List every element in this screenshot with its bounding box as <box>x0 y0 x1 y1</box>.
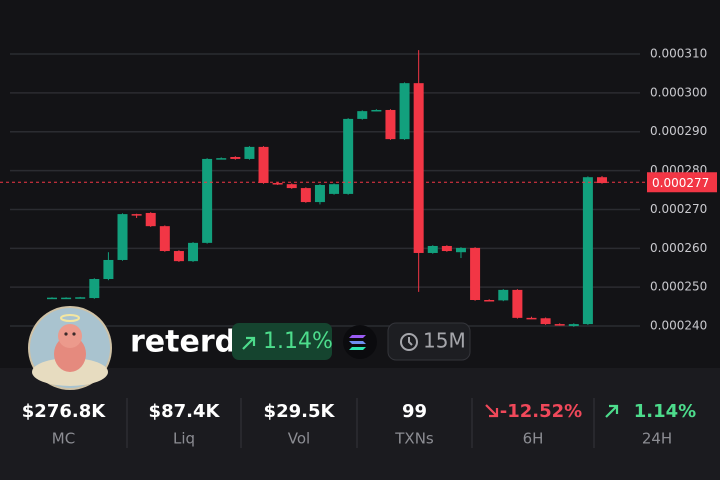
stat-label: MC <box>52 430 75 448</box>
stat-label: 6H <box>523 430 544 448</box>
candle-body <box>159 226 170 252</box>
candle-body <box>512 289 523 318</box>
candle-body <box>441 245 452 252</box>
clock-icon <box>400 333 418 351</box>
candle-body <box>314 184 325 203</box>
stat-value: $87.4K <box>149 401 221 422</box>
candle-body <box>413 83 424 253</box>
candle-body <box>385 109 396 140</box>
candle-body <box>61 297 72 300</box>
candle-body <box>216 158 227 160</box>
y-tick-label: 0.000240 <box>650 319 707 333</box>
y-tick-label: 0.000260 <box>650 241 707 255</box>
candle-body <box>258 146 269 184</box>
stat-label: TXNs <box>394 430 434 448</box>
candle-body <box>455 247 466 253</box>
change-value: 1.14% <box>263 329 333 354</box>
stat-value: -12.52% <box>500 401 582 422</box>
stat-value: 1.14% <box>634 401 696 422</box>
solana-icon <box>343 325 377 359</box>
candle-body <box>131 214 142 216</box>
candle-body <box>47 297 57 300</box>
candle-body <box>597 177 607 184</box>
stat-value: $276.8K <box>22 401 106 422</box>
candle-body <box>526 317 537 320</box>
candle-body <box>399 83 410 140</box>
up-arrow-icon <box>242 336 256 350</box>
stat-label: Liq <box>173 430 195 448</box>
y-tick-label: 0.000270 <box>650 202 707 216</box>
candle-body <box>554 324 565 326</box>
candle-body <box>173 251 184 262</box>
candle-body <box>357 111 368 119</box>
candle-body <box>145 212 156 227</box>
last-price-box <box>647 172 717 193</box>
down-arrow-icon <box>485 404 499 418</box>
candle-body <box>103 259 114 280</box>
candle-body <box>117 214 128 260</box>
candle-body <box>329 184 340 194</box>
candle-body <box>371 109 382 112</box>
candle-body <box>202 158 213 243</box>
candle-body <box>286 184 297 189</box>
y-tick-label: 0.000300 <box>650 85 707 99</box>
candle-body <box>244 146 255 159</box>
candle-body <box>582 177 593 325</box>
candle-body <box>300 188 311 203</box>
stat-value: $29.5K <box>264 401 336 422</box>
candle-body <box>427 245 438 253</box>
candle-body <box>343 118 354 194</box>
change-badge <box>232 323 332 360</box>
y-tick-label: 0.000290 <box>650 124 707 138</box>
candle-body <box>89 279 100 299</box>
candle-body <box>568 324 579 327</box>
y-tick-label: 0.000250 <box>650 280 707 294</box>
candle-body <box>75 297 86 299</box>
y-tick-label: 0.000310 <box>650 47 707 61</box>
candle-body <box>540 318 551 325</box>
candle-body <box>484 299 495 302</box>
stats-panel <box>0 368 720 480</box>
stat-label: Vol <box>288 430 310 448</box>
up-arrow-icon <box>605 404 619 418</box>
stat-label: 24H <box>642 430 672 448</box>
token-name: reterd <box>130 325 236 360</box>
last-price-label: 0.000277 <box>652 176 709 190</box>
interval-label: 15M <box>423 329 466 353</box>
candle-body <box>230 156 241 159</box>
candle-body <box>272 183 283 185</box>
stat-value: 99 <box>402 401 427 422</box>
avatar <box>28 306 112 390</box>
candle-body <box>470 247 481 300</box>
candle-body <box>498 289 509 301</box>
candle-body <box>188 242 199 262</box>
